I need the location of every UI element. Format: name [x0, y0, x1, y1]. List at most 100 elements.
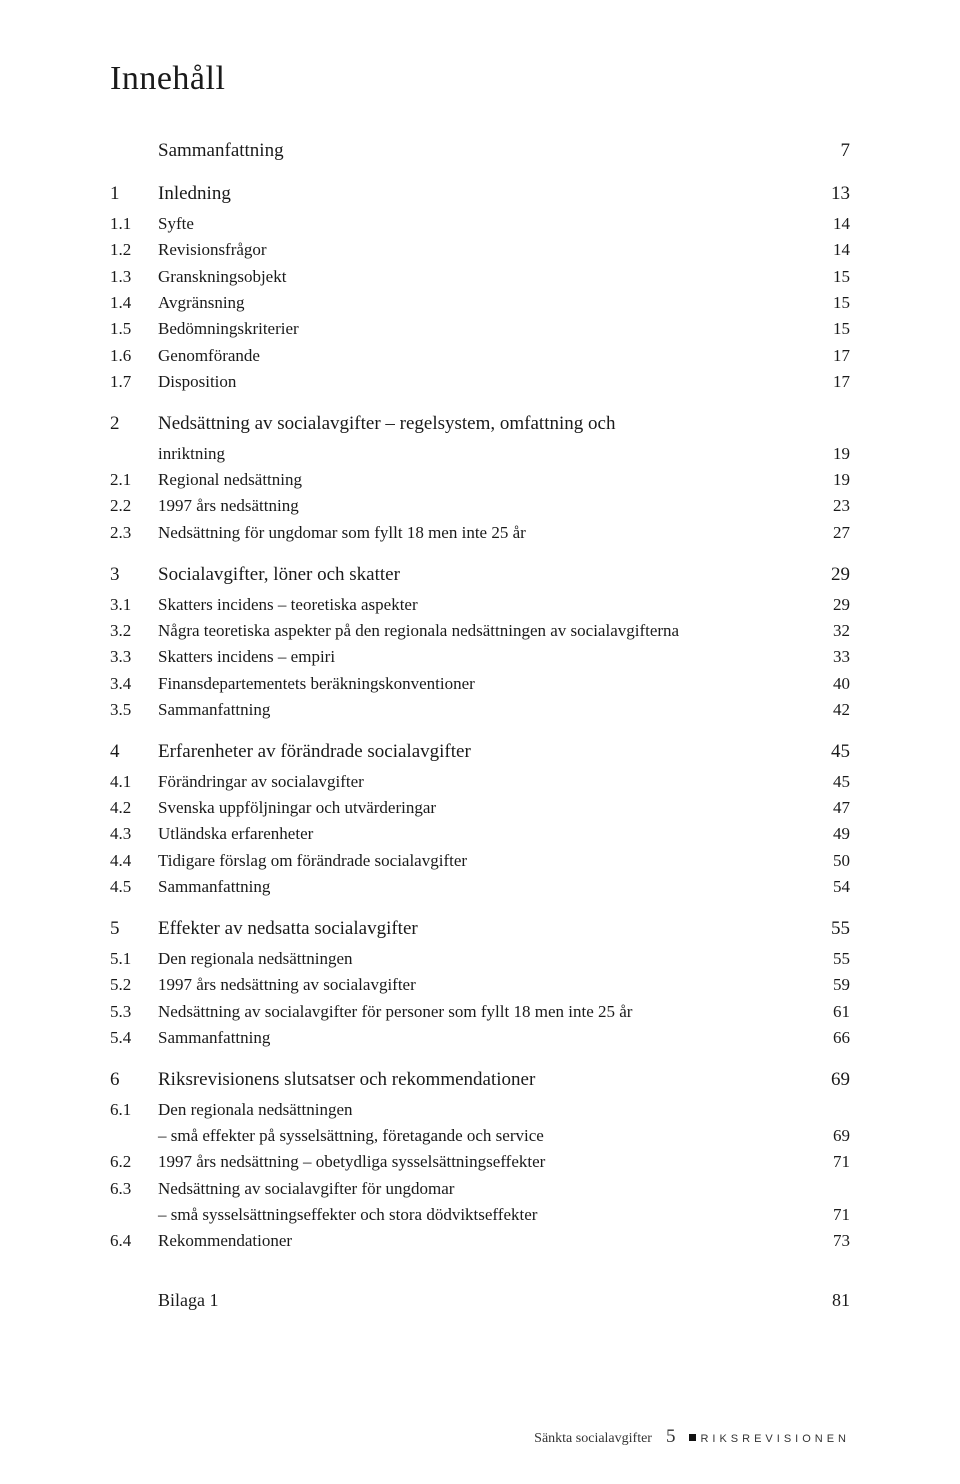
toc-entry-number: 4.3	[110, 821, 158, 847]
toc-entry-number: 6.3	[110, 1176, 158, 1202]
toc-entry-page: 42	[806, 697, 850, 723]
toc-row: 2.1Regional nedsättning19	[110, 467, 850, 493]
toc-entry-number: 5	[110, 914, 158, 943]
toc-row: 1.2Revisionsfrågor14	[110, 237, 850, 263]
page-footer: Sänkta socialavgifter 5 riksrevisionen	[534, 1426, 850, 1448]
toc-entry-label: Skatters incidens – teoretiska aspekter	[158, 592, 806, 618]
toc-row: 6.3Nedsättning av socialavgifter för ung…	[110, 1176, 850, 1202]
toc-entry-label: Bilaga 1	[158, 1287, 806, 1315]
toc-entry-label: Nedsättning för ungdomar som fyllt 18 me…	[158, 520, 806, 546]
toc-entry-page: 40	[806, 671, 850, 697]
toc-row: 6.21997 års nedsättning – obetydliga sys…	[110, 1149, 850, 1175]
footer-page-number: 5	[666, 1426, 676, 1448]
toc-entry-number: 2.3	[110, 520, 158, 546]
toc-entry-page: 32	[806, 618, 850, 644]
toc-entry-page: 29	[806, 592, 850, 618]
toc-entry-page: 81	[806, 1287, 850, 1315]
toc-entry-page: 61	[806, 999, 850, 1025]
toc-entry-page: 50	[806, 848, 850, 874]
toc-entry-label: inriktning	[158, 441, 806, 467]
toc-entry-label: Avgränsning	[158, 290, 806, 316]
toc-entry-label: Effekter av nedsatta socialavgifter	[158, 914, 806, 943]
toc-entry-label: Regional nedsättning	[158, 467, 806, 493]
toc-entry-page: 47	[806, 795, 850, 821]
toc-entry-page: 29	[806, 560, 850, 589]
toc-entry-page: 45	[806, 737, 850, 766]
toc-row: 4Erfarenheter av förändrade socialavgift…	[110, 737, 850, 766]
toc-entry-label: Den regionala nedsättningen	[158, 1097, 806, 1123]
toc-row: 4.2Svenska uppföljningar och utvärdering…	[110, 795, 850, 821]
toc-row: 1.3Granskningsobjekt15	[110, 264, 850, 290]
toc-entry-number: 2.2	[110, 493, 158, 519]
toc-entry-page: 17	[806, 369, 850, 395]
toc-entry-page: 69	[806, 1065, 850, 1094]
toc-entry-label: Några teoretiska aspekter på den regiona…	[158, 618, 806, 644]
toc-entry-number: 3.3	[110, 644, 158, 670]
toc-row: 3.4Finansdepartementets beräkningskonven…	[110, 671, 850, 697]
toc-entry-number: 3.1	[110, 592, 158, 618]
toc-entry-number: 6.1	[110, 1097, 158, 1123]
toc-entry-label: Socialavgifter, löner och skatter	[158, 560, 806, 589]
toc-entry-label: Den regionala nedsättningen	[158, 946, 806, 972]
toc-row: 3.3Skatters incidens – empiri33	[110, 644, 850, 670]
toc-row: 5.3Nedsättning av socialavgifter för per…	[110, 999, 850, 1025]
footer-doc-title: Sänkta socialavgifter	[534, 1431, 652, 1447]
toc-entry-number: 6	[110, 1065, 158, 1094]
toc-entry-page: 15	[806, 290, 850, 316]
toc-entry-number: 4.5	[110, 874, 158, 900]
toc-entry-label: 1997 års nedsättning	[158, 493, 806, 519]
toc-row: 1.7Disposition17	[110, 369, 850, 395]
toc-entry-label: Disposition	[158, 369, 806, 395]
toc-entry-label: 1997 års nedsättning av socialavgifter	[158, 972, 806, 998]
toc-entry-page: 17	[806, 343, 850, 369]
toc-entry-page: 15	[806, 316, 850, 342]
toc-entry-page: 15	[806, 264, 850, 290]
toc-entry-page: 71	[806, 1202, 850, 1228]
toc-row: 2Nedsättning av socialavgifter – regelsy…	[110, 409, 850, 438]
toc-entry-label: – små sysselsättningseffekter och stora …	[158, 1202, 806, 1228]
toc-entry-label: Granskningsobjekt	[158, 264, 806, 290]
toc-entry-label: Sammanfattning	[158, 1025, 806, 1051]
toc-entry-label: 1997 års nedsättning – obetydliga syssel…	[158, 1149, 806, 1175]
toc-entry-number: 2	[110, 409, 158, 438]
toc-entry-page: 54	[806, 874, 850, 900]
toc-entry-label: Förändringar av socialavgifter	[158, 769, 806, 795]
toc-entry-number: 2.1	[110, 467, 158, 493]
toc-entry-label: Tidigare förslag om förändrade socialavg…	[158, 848, 806, 874]
toc-entry-page: 33	[806, 644, 850, 670]
toc-entry-number: 4	[110, 737, 158, 766]
toc-entry-page: 73	[806, 1228, 850, 1254]
toc-entry-number: 1.4	[110, 290, 158, 316]
toc-entry-number: 3.5	[110, 697, 158, 723]
toc-entry-number: 5.4	[110, 1025, 158, 1051]
toc-row: – små effekter på sysselsättning, företa…	[110, 1123, 850, 1149]
toc-row: 6.4Rekommendationer73	[110, 1228, 850, 1254]
toc-entry-number: 6.4	[110, 1228, 158, 1254]
toc-entry-page: 7	[806, 136, 850, 165]
toc-row: inriktning19	[110, 441, 850, 467]
toc-entry-label: Sammanfattning	[158, 136, 806, 165]
toc-row: 4.3Utländska erfarenheter49	[110, 821, 850, 847]
toc-row: 2.3Nedsättning för ungdomar som fyllt 18…	[110, 520, 850, 546]
toc-row: 5.1Den regionala nedsättningen55	[110, 946, 850, 972]
toc-entry-label: Finansdepartementets beräkningskonventio…	[158, 671, 806, 697]
toc-entry-number: 1	[110, 179, 158, 208]
toc-row: – små sysselsättningseffekter och stora …	[110, 1202, 850, 1228]
toc-entry-page: 23	[806, 493, 850, 519]
toc-entry-number: 1.5	[110, 316, 158, 342]
toc-entry-number: 4.1	[110, 769, 158, 795]
toc-entry-page: 14	[806, 237, 850, 263]
page-title: Innehåll	[110, 60, 850, 98]
toc-entry-label: Revisionsfrågor	[158, 237, 806, 263]
toc-entry-page: 19	[806, 441, 850, 467]
toc-row: 1.6Genomförande17	[110, 343, 850, 369]
toc-entry-number: 3	[110, 560, 158, 589]
toc-row: 3Socialavgifter, löner och skatter29	[110, 560, 850, 589]
toc-entry-page: 69	[806, 1123, 850, 1149]
toc-row: 1.4Avgränsning15	[110, 290, 850, 316]
toc-row: 4.1Förändringar av socialavgifter45	[110, 769, 850, 795]
toc-row: Bilaga 181	[110, 1287, 850, 1315]
toc-entry-number: 1.3	[110, 264, 158, 290]
toc-entry-page: 66	[806, 1025, 850, 1051]
footer-brand: riksrevisionen	[689, 1430, 850, 1446]
